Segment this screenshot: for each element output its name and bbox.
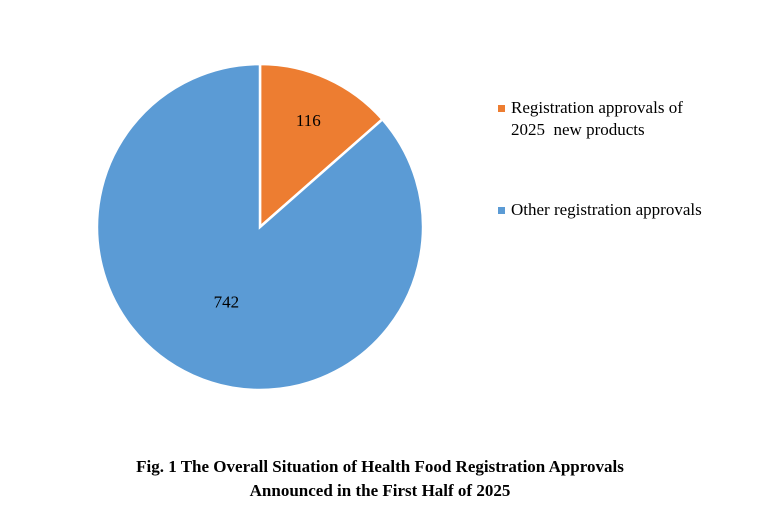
legend-swatch-orange	[498, 105, 505, 112]
figure-caption: Fig. 1 The Overall Situation of Health F…	[0, 455, 760, 503]
pie-slice	[258, 62, 385, 230]
data-label: 116	[296, 111, 321, 130]
legend-label: Registration approvals of 2025 new produ…	[511, 98, 688, 139]
pie-slice	[95, 62, 425, 392]
legend-label: Other registration approvals	[511, 200, 702, 219]
legend-item-new-products: Registration approvals of 2025 new produ…	[498, 97, 711, 141]
caption-line-2: Announced in the First Half of 2025	[249, 481, 511, 500]
caption-line-1: Fig. 1 The Overall Situation of Health F…	[136, 457, 624, 476]
data-label: 742	[214, 292, 240, 311]
legend-item-other: Other registration approvals	[498, 199, 751, 221]
legend-swatch-blue	[498, 207, 505, 214]
